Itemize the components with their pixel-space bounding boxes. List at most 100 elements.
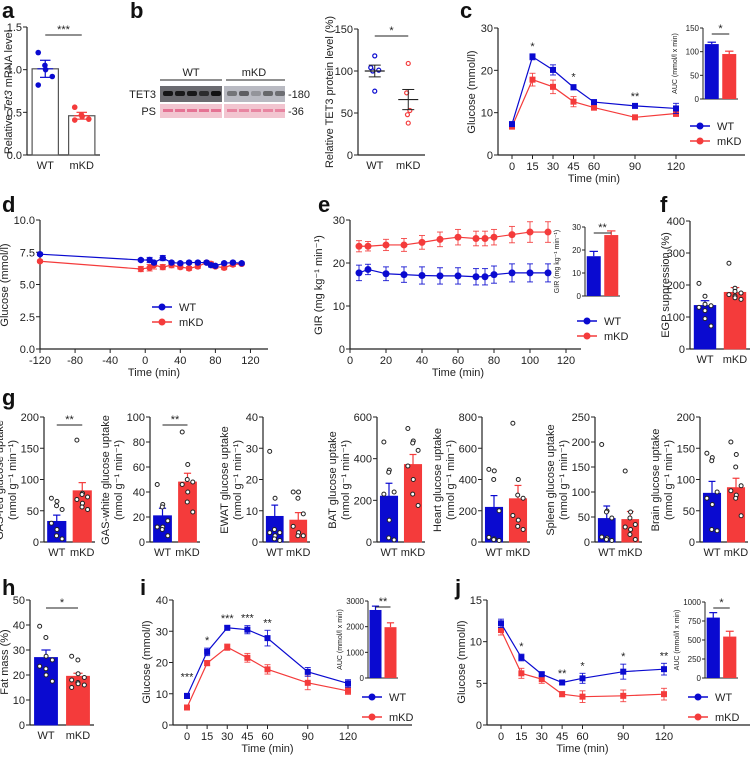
data-point — [75, 657, 81, 663]
data-point — [538, 676, 545, 683]
inset-bar — [604, 235, 619, 296]
data-point — [526, 269, 534, 277]
data-point — [726, 260, 732, 266]
blot-row-label: PS — [141, 106, 156, 118]
data-point — [400, 271, 408, 279]
y-tick-label: 0 — [252, 537, 258, 549]
significance-label: ** — [65, 414, 74, 426]
data-point — [405, 463, 411, 469]
panel-letter: g — [2, 385, 15, 410]
data-point — [481, 273, 489, 281]
panel-letter: e — [318, 192, 330, 217]
data-point — [570, 98, 577, 105]
y-tick-label: 800 — [459, 412, 477, 424]
x-tick-label: 60 — [452, 355, 464, 367]
chart-d: 0.0 2.5 5.0 7.5 10.0 -120 -80 -40 0 40 80 120 Time (… — [0, 192, 268, 379]
data-point — [544, 269, 552, 277]
data-point — [238, 260, 245, 267]
x-tick-label: mKD — [506, 547, 531, 559]
data-point — [69, 677, 75, 683]
y-tick-label: 200 — [667, 280, 685, 292]
x-tick-label: mKD — [70, 547, 95, 559]
data-point — [410, 491, 416, 497]
inset-bar — [704, 44, 719, 99]
y-tick-label: 5.0 — [20, 280, 35, 292]
y-tick-label: 10 — [156, 689, 168, 701]
data-point — [510, 420, 516, 426]
data-point — [632, 114, 638, 121]
chart-g7: 0 50 100 150 200 WT mKD Brain glucose uptake (nm… — [650, 412, 748, 559]
x-tick-label: 80 — [488, 355, 500, 367]
data-point — [738, 290, 744, 296]
data-point — [405, 120, 411, 126]
data-point — [728, 488, 734, 494]
data-point — [304, 668, 311, 675]
inset-bar — [723, 636, 737, 678]
y-tick-label: 30 — [333, 215, 345, 227]
data-point — [295, 533, 301, 539]
y-tick-label: 0 — [33, 537, 39, 549]
blot-band — [187, 109, 197, 112]
data-point — [508, 231, 516, 239]
y-axis-label: GAS-red glucose uptake — [0, 420, 6, 540]
data-point — [515, 517, 521, 523]
y-tick-label: 10 — [481, 108, 493, 120]
legend-marker-mKD — [368, 713, 376, 721]
data-point — [529, 76, 536, 83]
data-point — [212, 262, 219, 269]
blot-band — [211, 91, 221, 96]
data-point — [709, 502, 715, 507]
y-axis-units: (nmol g⁻¹ min⁻¹) — [340, 440, 352, 520]
y-tick-label: 0.0 — [20, 344, 35, 356]
data-point — [732, 288, 738, 294]
significance-label: * — [60, 597, 65, 609]
inset-y-tick-label: 0 — [360, 674, 365, 683]
y-axis-label: BAT glucose uptake — [327, 431, 339, 528]
y-axis-units: (nmol g⁻¹ min⁻¹) — [445, 440, 457, 520]
panel-letter: b — [130, 0, 143, 23]
x-tick-label: 60 — [588, 161, 600, 173]
data-point — [79, 492, 85, 497]
data-point — [559, 679, 566, 686]
data-point — [244, 654, 251, 661]
data-point — [264, 666, 271, 673]
data-point — [49, 678, 55, 684]
inset-y-tick-label: 0 — [695, 95, 700, 104]
data-point — [714, 528, 720, 534]
data-point — [75, 681, 81, 687]
data-point — [69, 653, 75, 659]
blot-band — [251, 109, 261, 112]
y-axis-label: EWAT glucose uptake — [219, 426, 231, 533]
x-tick-label: 100 — [521, 355, 539, 367]
inset-y-tick-label: 1000 — [346, 648, 364, 657]
chart-g5: 0 200 400 600 800 WT mKD Heart glucose uptake (n… — [432, 412, 530, 559]
x-axis-label: Time (min) — [556, 743, 608, 755]
blot-band — [175, 109, 185, 112]
data-point — [48, 520, 54, 526]
x-tick-label: 15 — [201, 731, 213, 743]
blot-band — [239, 109, 249, 112]
data-point — [704, 495, 710, 501]
data-point — [579, 693, 586, 700]
y-axis-label: EGP suppression (%) — [660, 232, 672, 338]
y-tick-label: 200 — [354, 495, 372, 507]
y-tick-label: 0 — [339, 344, 345, 356]
data-point — [79, 504, 85, 510]
data-point — [159, 263, 166, 271]
data-point — [732, 295, 738, 301]
data-point — [496, 537, 502, 543]
data-point — [54, 533, 60, 539]
data-point — [36, 250, 44, 258]
data-point — [345, 680, 351, 687]
data-point — [632, 537, 638, 542]
panel-letter: h — [2, 575, 15, 600]
data-point — [220, 260, 228, 267]
data-point — [179, 482, 185, 487]
y-tick-label: 400 — [667, 216, 685, 228]
data-point — [661, 691, 667, 698]
significance-label: * — [519, 641, 524, 653]
y-tick-label: 30 — [156, 626, 168, 638]
y-tick-label: 50 — [578, 512, 590, 524]
x-tick-label: 120 — [667, 161, 685, 173]
x-tick-label: WT — [380, 547, 397, 559]
